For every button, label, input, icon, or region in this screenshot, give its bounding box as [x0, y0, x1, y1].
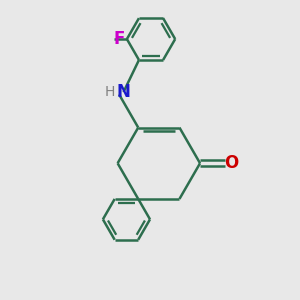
- Text: F: F: [113, 30, 124, 48]
- Text: O: O: [224, 154, 239, 172]
- Text: H: H: [105, 85, 116, 99]
- Text: N: N: [117, 83, 130, 101]
